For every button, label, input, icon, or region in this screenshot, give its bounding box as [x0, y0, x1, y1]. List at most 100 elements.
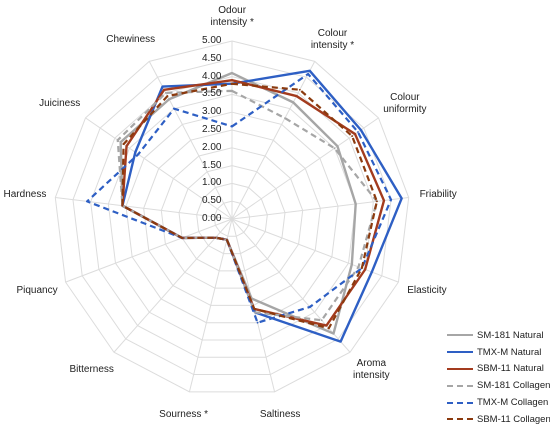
series-line-sbm-11-collagen [121, 82, 378, 330]
data-point [231, 72, 233, 74]
grid-ring [143, 129, 321, 306]
data-point [284, 117, 286, 120]
data-point [119, 141, 122, 144]
grid-ring [160, 147, 304, 289]
data-point [166, 95, 169, 97]
data-point [295, 95, 298, 97]
data-point [339, 340, 342, 343]
data-point [350, 263, 353, 266]
data-point [357, 266, 360, 268]
data-point [231, 79, 233, 82]
legend-label: SBM-11 Natural [477, 363, 544, 375]
grid-spoke [188, 218, 233, 392]
tick-label: 5.00 [202, 35, 222, 46]
legend-item: SM-181 Natural [447, 327, 550, 344]
axis-label: Aroma intensity [353, 358, 390, 382]
data-point [307, 73, 310, 75]
data-point [357, 131, 359, 133]
data-point [214, 236, 217, 239]
data-point [375, 200, 378, 203]
axis-label: Odour intensity * [210, 5, 254, 28]
data-point [173, 107, 175, 110]
tick-label: 3.50 [202, 88, 222, 100]
data-point [354, 203, 357, 205]
legend-swatch [447, 401, 473, 404]
data-point [163, 88, 166, 91]
tick-label: 2.50 [202, 124, 222, 135]
grid-ring [178, 165, 286, 272]
legend-swatch [447, 384, 473, 387]
grid-spoke [231, 197, 409, 220]
radar-series [86, 69, 403, 343]
grid-spoke [231, 218, 351, 353]
tick-label: 2.00 [202, 141, 222, 153]
data-point [351, 135, 354, 137]
legend-label: SBM-11 Collagen [477, 413, 550, 425]
data-point [336, 145, 339, 148]
grid-ring [54, 40, 410, 393]
data-point [231, 125, 233, 128]
data-point [325, 324, 328, 327]
data-point [333, 147, 336, 150]
tick-label: 0.50 [202, 195, 222, 207]
tick-label: 1.00 [202, 177, 222, 189]
data-point [327, 327, 330, 330]
data-point [390, 198, 392, 201]
grid-spoke [231, 61, 316, 220]
data-point [383, 199, 385, 202]
axis-label: Chewiness [106, 34, 156, 46]
data-point [292, 101, 295, 104]
data-point [254, 311, 256, 314]
tick-label: 0.00 [202, 213, 222, 224]
data-point [164, 92, 167, 94]
data-point [116, 139, 119, 142]
grid-spoke [113, 218, 233, 353]
series-line-sbm-11-natural [121, 78, 386, 327]
legend-swatch [447, 334, 473, 337]
grid-ring [90, 76, 374, 358]
legend-label: SM-181 Natural [477, 329, 544, 341]
data-point [86, 200, 89, 203]
legend-item: TMX-M Natural [447, 344, 550, 361]
data-point [364, 268, 367, 271]
grid-spoke [65, 218, 233, 283]
grid-ring [213, 200, 251, 237]
data-point [309, 306, 311, 308]
axis-label: Elasticity [407, 284, 447, 296]
axis-label: Saltiness [259, 409, 301, 421]
data-point [308, 69, 311, 72]
legend-item: SBM-11 Natural [447, 361, 550, 378]
data-point [121, 204, 124, 207]
axis-label: Friability [419, 188, 457, 200]
data-point [181, 237, 183, 239]
axis-label: Hardness [3, 188, 47, 200]
data-point [168, 98, 171, 101]
data-point [370, 271, 373, 273]
data-point [400, 197, 403, 200]
data-point [253, 307, 256, 310]
grid-ring [125, 111, 339, 324]
tick-label: 3.00 [202, 106, 222, 118]
data-point [161, 85, 164, 88]
data-point [298, 88, 301, 91]
data-point [320, 319, 323, 322]
data-point [137, 153, 140, 156]
grid-spoke [85, 117, 233, 220]
legend-swatch [447, 351, 473, 354]
legend-swatch [447, 418, 473, 421]
data-point [134, 151, 137, 154]
legend-label: TMX-M Natural [477, 346, 542, 358]
grid-spoke [55, 197, 233, 220]
data-point [360, 129, 362, 131]
legend-item: SM-181 Collagen [447, 377, 550, 394]
grid-ring [72, 58, 392, 376]
tick-label: 1.50 [202, 159, 222, 171]
legend-swatch [447, 367, 473, 370]
tick-label: 4.50 [202, 52, 222, 64]
data-point [122, 143, 125, 146]
data-point [225, 238, 228, 241]
axis-label: Sourness * [159, 409, 209, 421]
axis-label: Juiciness [39, 98, 81, 110]
legend-item: SBM-11 Collagen [447, 411, 550, 428]
